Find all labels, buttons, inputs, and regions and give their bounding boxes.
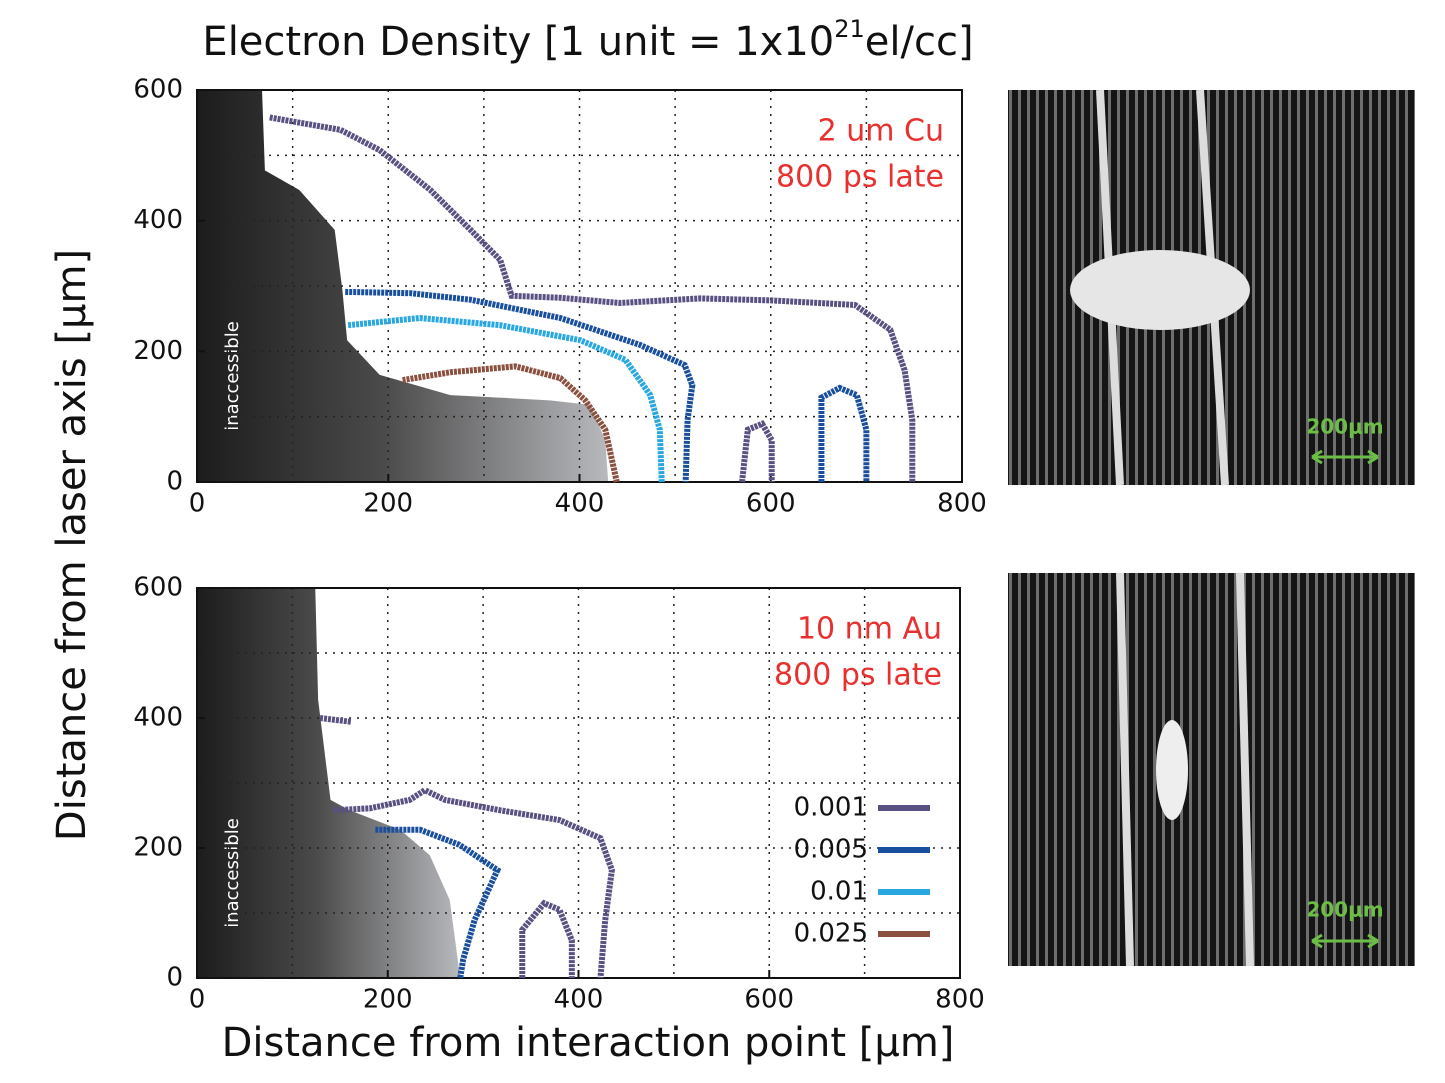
x-tick-label: 600 xyxy=(744,985,794,1015)
scale-label: 200μm xyxy=(1306,898,1383,922)
legend-label: 0.005 xyxy=(794,835,868,865)
contour-line xyxy=(375,826,502,979)
legend-label: 0.001 xyxy=(794,793,868,823)
fringe-feature xyxy=(1116,572,1254,967)
annotation: 2 um Cu xyxy=(818,114,944,149)
y-tick-label: 0 xyxy=(166,467,183,497)
x-tick-label: 0 xyxy=(189,985,206,1015)
x-tick-label: 400 xyxy=(554,985,604,1015)
inaccessible-region xyxy=(197,588,461,978)
legend-label: 0.01 xyxy=(810,877,868,907)
interferogram xyxy=(1008,573,1415,966)
photo: 200μm xyxy=(1008,89,1415,486)
annotation: 800 ps late xyxy=(776,160,944,195)
title-text: Electron Density [1 unit = 1x10 xyxy=(202,19,834,65)
y-tick-label: 600 xyxy=(133,75,183,105)
y-tick-label: 400 xyxy=(133,205,183,235)
scale-label: 200μm xyxy=(1306,415,1383,439)
fringe-feature xyxy=(1156,720,1188,820)
contour-line xyxy=(269,114,916,483)
contour-line xyxy=(347,314,665,483)
inaccessible-region xyxy=(197,90,609,482)
annotation: 800 ps late xyxy=(774,658,942,693)
title: Electron Density [1 unit = 1x1021el/cc] xyxy=(202,15,973,65)
fringe-feature xyxy=(1070,250,1250,330)
x-tick-label: 200 xyxy=(363,985,413,1015)
x-tick-label: 200 xyxy=(363,489,413,519)
x-tick-label: 600 xyxy=(746,489,796,519)
x-axis-label: Distance from interaction point [μm] xyxy=(222,1020,955,1066)
legend-label: 0.025 xyxy=(794,919,868,949)
y-tick-label: 600 xyxy=(133,573,183,603)
contour-line xyxy=(345,288,870,483)
y-tick-label: 200 xyxy=(133,336,183,366)
x-tick-label: 800 xyxy=(935,985,985,1015)
y-tick-label: 0 xyxy=(166,963,183,993)
title-sup: 21 xyxy=(834,15,865,43)
y-tick-label: 200 xyxy=(133,833,183,863)
x-tick-label: 800 xyxy=(937,489,987,519)
scale-bar xyxy=(1311,449,1379,465)
region-label: inaccessible xyxy=(222,321,243,431)
y-tick-label: 400 xyxy=(133,703,183,733)
title-text: el/cc] xyxy=(865,19,974,65)
x-tick-label: 0 xyxy=(189,489,206,519)
y-axis-label: Distance from laser axis [μm] xyxy=(49,249,95,841)
scale-bar xyxy=(1311,933,1379,949)
region-label: inaccessible xyxy=(222,818,243,928)
x-tick-label: 400 xyxy=(555,489,605,519)
contour-line xyxy=(319,715,615,979)
contour-line xyxy=(402,363,620,483)
annotation: 10 nm Au xyxy=(797,612,942,647)
photo: 200μm xyxy=(1008,572,1415,967)
